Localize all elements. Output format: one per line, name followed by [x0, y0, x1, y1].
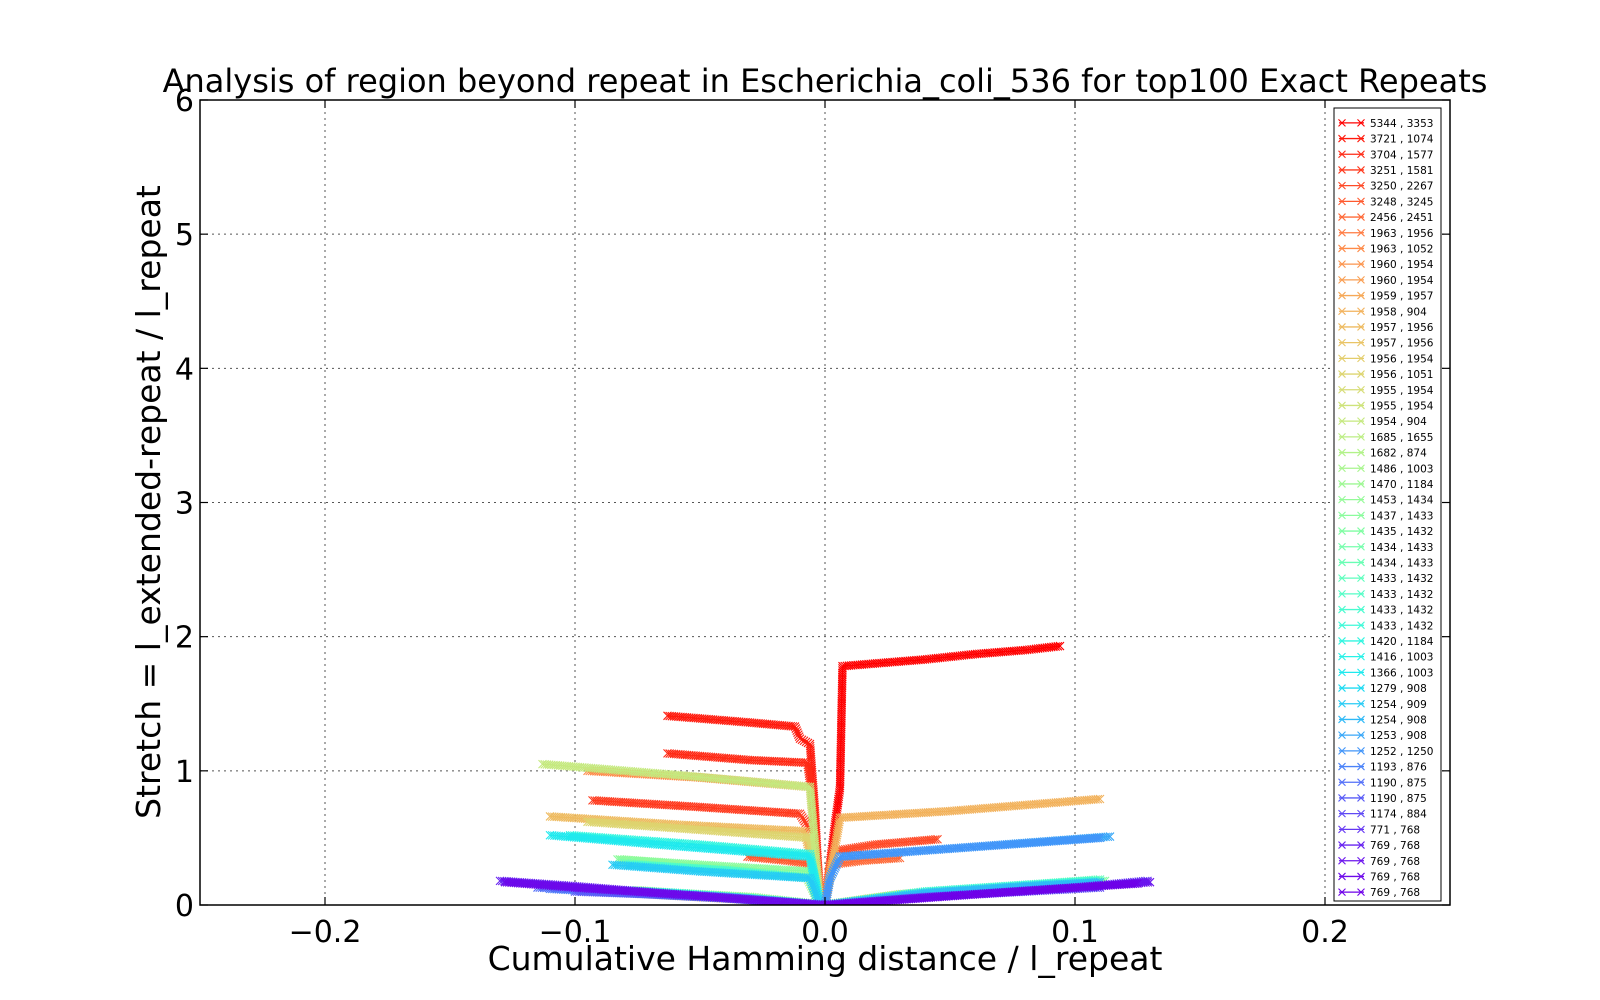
data-point-marker: [836, 762, 845, 771]
data-point-marker: [836, 729, 846, 739]
data-point-marker: [837, 703, 847, 712]
data-point-marker: [836, 733, 846, 743]
data-point-marker: [836, 727, 846, 736]
series-layer: [495, 641, 1155, 905]
data-point-marker: [835, 777, 845, 787]
data-point-marker: [837, 707, 846, 717]
data-point-marker: [590, 796, 600, 805]
data-point-marker: [835, 770, 845, 780]
data-point-marker: [837, 694, 847, 704]
data-point-marker: [835, 772, 845, 782]
data-point-marker: [1055, 641, 1065, 651]
data-point-marker: [837, 690, 847, 699]
data-point-marker: [835, 766, 845, 776]
data-point-marker: [836, 755, 845, 765]
grid-lines: [200, 100, 1450, 905]
data-point-marker: [835, 779, 845, 789]
data-point-marker: [835, 781, 845, 791]
data-point-marker: [836, 751, 846, 760]
data-point-marker: [663, 711, 672, 721]
data-point-marker: [588, 795, 597, 805]
data-point-marker: [930, 835, 940, 844]
data-point-marker: [837, 672, 847, 682]
data-point-marker: [837, 683, 847, 693]
data-point-marker: [836, 738, 846, 747]
data-point-marker: [836, 744, 846, 754]
data-point-marker: [837, 698, 847, 708]
data-point-marker: [836, 749, 846, 758]
data-point-marker: [837, 677, 847, 686]
data-point-marker: [805, 739, 815, 749]
data-point-marker: [665, 711, 675, 721]
data-point-marker: [933, 834, 942, 844]
data-point-marker: [837, 701, 847, 710]
data-point-marker: [837, 685, 847, 695]
data-point-marker: [835, 775, 845, 784]
data-point-marker: [836, 718, 846, 728]
data-point-marker: [663, 749, 672, 758]
data-point-marker: [801, 737, 811, 747]
data-point-marker: [837, 711, 846, 721]
data-point-marker: [1053, 641, 1063, 651]
data-point-marker: [836, 731, 846, 741]
data-point-marker: [837, 679, 847, 689]
data-point-marker: [837, 687, 847, 697]
data-point-marker: [836, 722, 846, 732]
data-point-marker: [835, 768, 845, 778]
data-point-marker: [836, 753, 846, 763]
data-point-marker: [836, 740, 846, 750]
data-point-marker: [837, 670, 847, 680]
data-point-marker: [837, 681, 847, 691]
data-point-marker: [837, 692, 847, 702]
data-point-marker: [836, 720, 846, 730]
data-point-marker: [837, 705, 846, 715]
data-point-marker: [836, 764, 845, 774]
data-point-marker: [836, 735, 846, 745]
data-point-marker: [836, 725, 846, 734]
data-point-marker: [837, 709, 846, 719]
data-point-marker: [836, 759, 845, 769]
data-point-marker: [836, 746, 846, 756]
data-point-marker: [837, 674, 847, 684]
data-point-marker: [836, 757, 845, 767]
data-point-marker: [835, 783, 845, 793]
data-point-marker: [836, 742, 846, 752]
data-point-marker: [837, 668, 847, 678]
data-point-marker: [837, 714, 846, 723]
data-point-marker: [665, 749, 675, 758]
data-point-marker: [803, 738, 813, 748]
data-point-marker: [837, 696, 847, 706]
data-point-marker: [836, 716, 846, 726]
